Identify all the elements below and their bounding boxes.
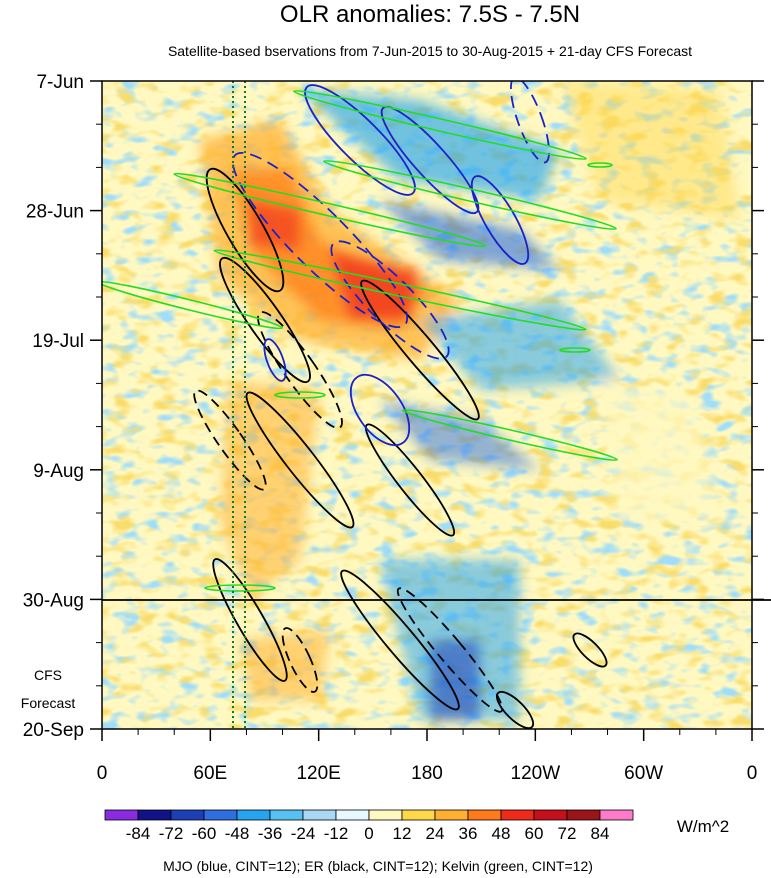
y-axis: 7-Jun 28-Jun 19-Jul 9-Aug 30-Aug 20-Sep xyxy=(23,72,764,741)
y-tick-label: 7-Jun xyxy=(36,72,84,93)
forecast-label-line-2: Forecast xyxy=(21,695,76,711)
colorbar-label: -72 xyxy=(159,824,184,843)
y-tick-label: 9-Aug xyxy=(33,461,84,482)
colorbar-label: 48 xyxy=(492,824,511,843)
chart-title: OLR anomalies: 7.5S - 7.5N xyxy=(280,1,580,28)
footer-caption: MJO (blue, CINT=12); ER (black, CINT=12)… xyxy=(163,858,593,874)
x-axis: 0 60E 120E 180 120W 60W 0 xyxy=(97,729,758,784)
colorbar-label: 72 xyxy=(558,824,577,843)
colorbar-swatch xyxy=(533,809,568,821)
colorbar-label: 24 xyxy=(426,824,445,843)
colorbar-swatch xyxy=(170,809,205,821)
y-tick-label: 19-Jul xyxy=(32,331,84,352)
colorbar-swatch xyxy=(104,809,139,821)
colorbar-swatch xyxy=(137,809,172,821)
colorbar-swatch xyxy=(599,809,634,821)
colorbar-label: -48 xyxy=(225,824,250,843)
colorbar-label: 60 xyxy=(525,824,544,843)
x-tick-label: 0 xyxy=(97,763,108,784)
colorbar-label: 84 xyxy=(591,824,610,843)
colorbar-label: -84 xyxy=(126,824,151,843)
colorbar-swatch xyxy=(368,809,403,821)
colorbar-swatch xyxy=(467,809,502,821)
olr-heatmap xyxy=(102,81,752,729)
colorbar-units: W/m^2 xyxy=(677,817,729,836)
x-tick-label: 120W xyxy=(511,763,561,784)
colorbar-swatch xyxy=(500,809,535,821)
x-tick-label: 60E xyxy=(193,763,227,784)
colorbar-label: 12 xyxy=(393,824,412,843)
x-tick-label: 0 xyxy=(747,763,758,784)
colorbar-swatch xyxy=(236,809,271,821)
colorbar-swatch xyxy=(401,809,436,821)
colorbar-label: -12 xyxy=(324,824,349,843)
colorbar-swatch xyxy=(302,809,337,821)
chart-subtitle: Satellite-based bservations from 7-Jun-2… xyxy=(168,43,692,59)
colorbar-swatch xyxy=(269,809,304,821)
colorbar-swatch xyxy=(434,809,469,821)
colorbar-swatch xyxy=(566,809,601,821)
y-tick-label: 20-Sep xyxy=(23,720,84,741)
colorbar-label: -36 xyxy=(258,824,283,843)
colorbar-label: -24 xyxy=(291,824,316,843)
colorbar-label: 0 xyxy=(364,824,373,843)
forecast-label-line-1: CFS xyxy=(34,667,62,683)
colorbar-label: 36 xyxy=(459,824,478,843)
x-tick-label: 180 xyxy=(411,763,443,784)
x-tick-label: 120E xyxy=(296,763,340,784)
colorbar: -84 -72 -60 -48 -36 -24 -12 0 12 24 36 48 60 72 84 xyxy=(104,809,634,843)
y-tick-label: 28-Jun xyxy=(26,202,84,223)
colorbar-label: -60 xyxy=(192,824,217,843)
y-tick-label: 30-Aug xyxy=(23,590,84,611)
colorbar-swatch xyxy=(335,809,370,821)
colorbar-swatch xyxy=(203,809,238,821)
x-tick-label: 60W xyxy=(624,763,663,784)
